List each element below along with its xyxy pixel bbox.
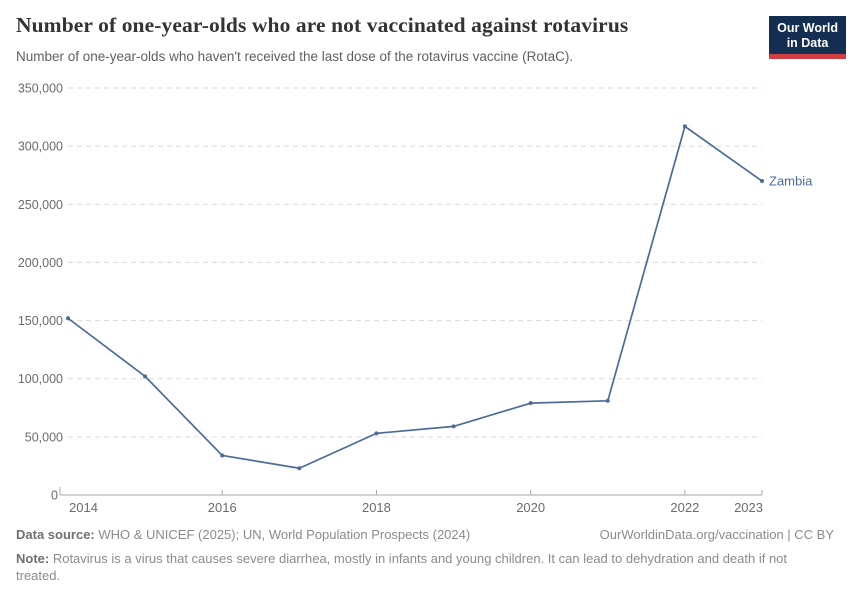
x-axis-tick-label: 2014: [69, 500, 98, 515]
y-axis-tick-label: 300,000: [18, 140, 63, 154]
chart-subtitle: Number of one-year-olds who haven't rece…: [16, 49, 574, 64]
data-point-2017[interactable]: [297, 466, 302, 471]
data-point-2023[interactable]: [760, 179, 764, 184]
owid-logo[interactable]: Our World in Data: [769, 16, 846, 59]
data-point-2022[interactable]: [682, 124, 687, 129]
y-axis-tick-label: 50,000: [25, 430, 63, 444]
y-axis-tick-label: 150,000: [18, 314, 63, 328]
data-point-2018[interactable]: [374, 431, 379, 436]
chart-footer: Data source: WHO & UNICEF (2025); UN, Wo…: [16, 527, 834, 585]
x-axis-tick-label: 2016: [208, 500, 237, 515]
data-point-2015[interactable]: [143, 374, 148, 379]
y-axis-tick-label: 350,000: [18, 82, 63, 96]
owid-logo-line1: Our World: [777, 21, 838, 35]
data-source-value: WHO & UNICEF (2025); UN, World Populatio…: [94, 527, 471, 542]
y-axis-tick-label: 250,000: [18, 198, 63, 212]
line-chart: 0 50,000 100,000 150,000 200,000 250,000 300,0…: [18, 82, 813, 516]
footnote-value: Rotavirus is a virus that causes severe …: [16, 550, 788, 584]
data-source-label: Data source:: [16, 527, 95, 542]
data-point-2014[interactable]: [66, 316, 70, 321]
entity-label[interactable]: Zambia: [769, 174, 813, 189]
y-axis-tick-label: 100,000: [18, 372, 63, 386]
x-axis-tick-label: 2023: [734, 500, 763, 515]
page-title: Number of one-year-olds who are not vacc…: [16, 13, 629, 37]
series-line-zambia[interactable]: [67, 125, 763, 470]
data-point-2021[interactable]: [605, 398, 610, 403]
footnote-label: Note:: [16, 550, 50, 566]
y-axis-tick-label: 200,000: [18, 256, 63, 270]
y-axis-tick-label: 0: [51, 489, 58, 503]
footnote: Note: Rotavirus is a virus that causes s…: [16, 550, 834, 585]
x-axis-tick-label: 2022: [670, 500, 699, 515]
data-point-2020[interactable]: [528, 401, 533, 406]
citation-link[interactable]: OurWorldinData.org/vaccination | CC BY: [599, 527, 834, 542]
data-source-text: Data source: WHO & UNICEF (2025); UN, Wo…: [16, 527, 470, 544]
x-axis-line: [59, 487, 762, 496]
data-point-2019[interactable]: [451, 424, 456, 429]
owid-logo-line2: in Data: [786, 35, 829, 50]
data-point-2016[interactable]: [220, 453, 225, 458]
x-axis-tick-label: 2018: [362, 500, 391, 515]
x-axis-tick-label: 2020: [516, 500, 545, 515]
